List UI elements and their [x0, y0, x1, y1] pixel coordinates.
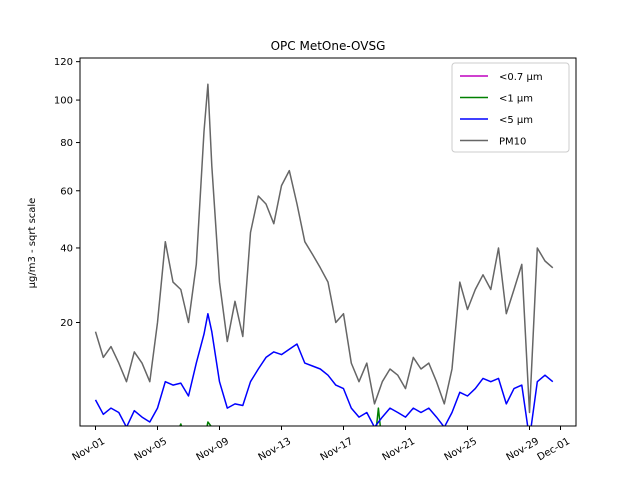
chart-title: OPC MetOne-OVSG — [271, 39, 386, 53]
legend-label: <0.7 µm — [499, 72, 543, 83]
series-line-2 — [94, 312, 554, 426]
legend-label: <5 µm — [499, 115, 533, 126]
series-line-3 — [94, 83, 554, 414]
y-axis-label: µg/m3 - sqrt scale — [27, 198, 38, 289]
legend-box — [451, 62, 570, 153]
legend: <0.7 µm <1 µm <5 µm PM10 — [451, 62, 570, 153]
y-tick-label: 100 — [54, 96, 73, 107]
legend-label: PM10 — [499, 137, 526, 148]
legend-label: <1 µm — [499, 94, 533, 105]
y-tick-label: 80 — [60, 138, 73, 149]
y-tick-label: 40 — [60, 243, 73, 254]
series-layer — [94, 83, 554, 426]
y-axis: 20 40 60 80 100 120 — [54, 57, 80, 329]
plot-frame — [79, 57, 577, 427]
y-tick-label: 20 — [60, 318, 73, 329]
y-tick-label: 60 — [60, 186, 73, 197]
y-tick-label: 120 — [54, 57, 73, 68]
